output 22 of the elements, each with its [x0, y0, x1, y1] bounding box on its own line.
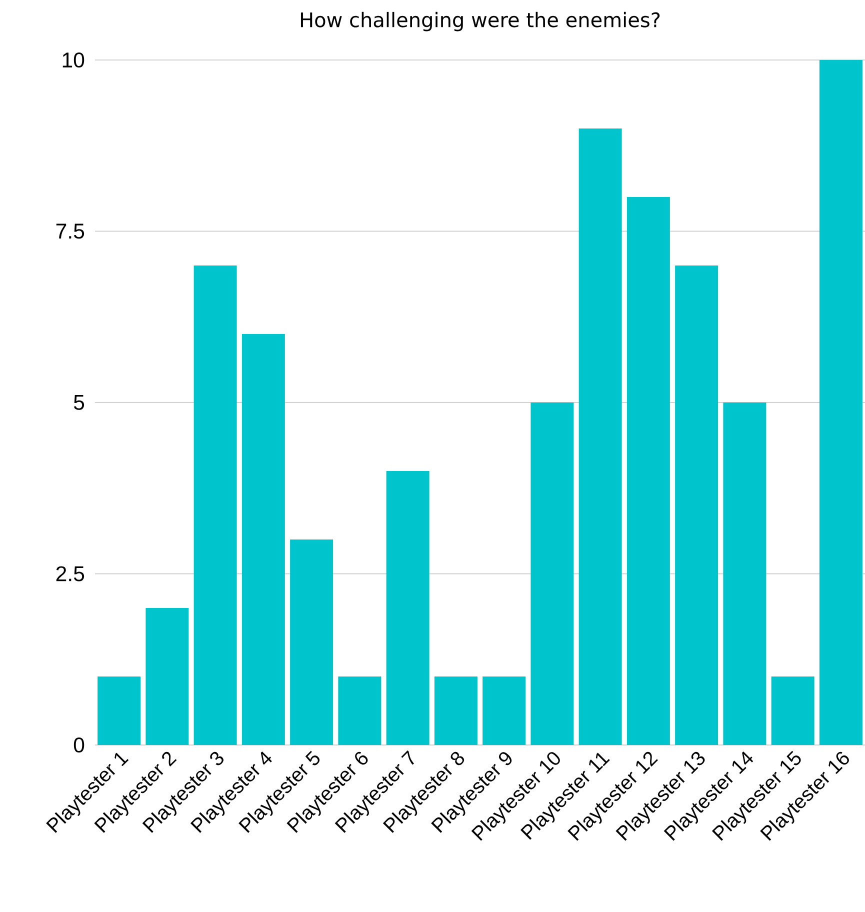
chart-title: How challenging were the enemies? [300, 12, 660, 32]
bar [146, 608, 189, 745]
y-tick-label: 7.5 [56, 224, 84, 239]
bar [338, 676, 382, 745]
bar [242, 334, 285, 745]
bar [98, 676, 141, 745]
bar [290, 539, 334, 745]
bar [482, 676, 526, 745]
bar [194, 265, 237, 745]
bar [723, 402, 766, 745]
y-tick-label: 0 [74, 737, 84, 753]
y-tick-label: 5 [74, 395, 84, 410]
bar [819, 60, 862, 745]
bar [626, 196, 670, 745]
bar [530, 402, 574, 745]
bar [771, 676, 814, 745]
y-tick-label: 10 [62, 52, 84, 68]
bar [434, 676, 478, 745]
bar [578, 128, 622, 745]
bar [386, 470, 430, 745]
bar [675, 265, 718, 745]
y-tick-label: 2.5 [56, 566, 84, 582]
